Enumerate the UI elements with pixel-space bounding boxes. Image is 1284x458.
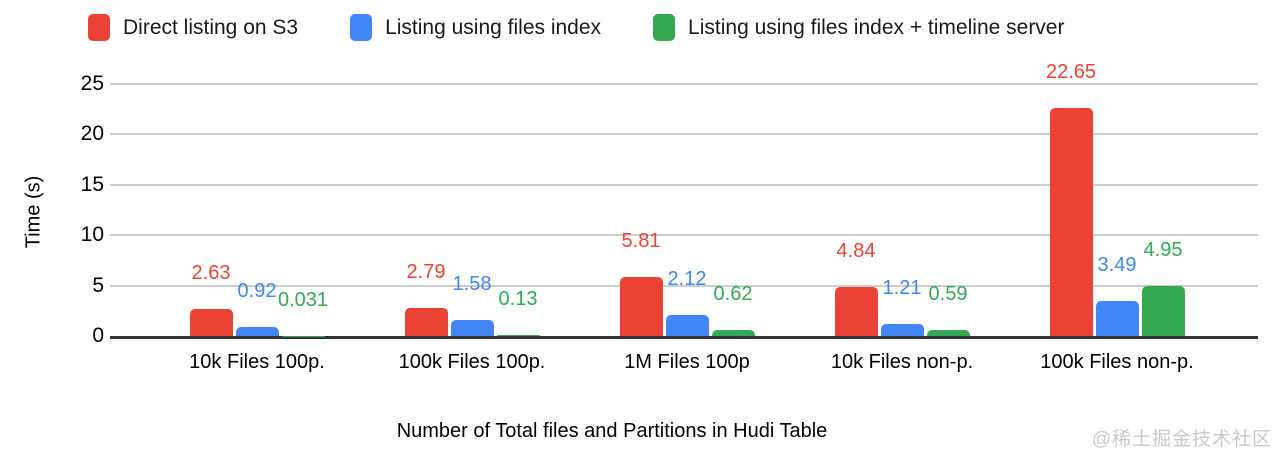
legend-swatch — [88, 14, 110, 41]
bar-value-label: 2.12 — [667, 267, 707, 290]
legend-label: Listing using files index — [385, 15, 602, 39]
bar-value-label: 1.21 — [882, 276, 922, 299]
bar — [496, 334, 540, 336]
bar-value-label: 4.95 — [1143, 239, 1183, 262]
category-label: 1M Files 100p — [624, 351, 750, 373]
bar-value-label: 0.13 — [498, 287, 538, 310]
bar — [450, 320, 494, 336]
x-axis-title: Number of Total files and Partitions in … — [0, 420, 1284, 443]
bar — [189, 309, 233, 336]
y-tick-label: 25 — [80, 72, 104, 95]
bar — [711, 329, 755, 336]
bar — [665, 314, 709, 336]
legend-item: Listing using files index — [350, 14, 601, 41]
bar — [1049, 107, 1093, 336]
y-tick-label: 0 — [92, 324, 104, 347]
bar-value-label: 0.92 — [237, 279, 277, 302]
legend-label: Direct listing on S3 — [123, 15, 299, 39]
bar — [926, 330, 970, 336]
gridline — [110, 83, 1258, 85]
category-label: 100k Files non-p. — [1040, 351, 1194, 373]
legend-swatch — [653, 14, 676, 41]
bar-value-label: 0.59 — [928, 283, 968, 306]
gridline — [110, 183, 1258, 186]
legend-label: Listing using files index + timeline ser… — [688, 15, 1065, 39]
bar-value-label: 5.81 — [621, 230, 661, 253]
bar — [619, 277, 663, 336]
category-label: 10k Files 100p. — [189, 351, 325, 373]
y-tick-label: 10 — [80, 223, 104, 247]
bar-value-label: 22.65 — [1045, 60, 1097, 83]
gridline — [110, 284, 1258, 287]
bar — [404, 307, 448, 336]
gridline — [110, 234, 1258, 237]
bar — [880, 323, 924, 336]
legend-item: Direct listing on S3 — [88, 14, 298, 41]
watermark: @稀土掘金技术社区 — [1091, 429, 1272, 450]
category-label: 10k Files non-p. — [830, 351, 974, 373]
x-axis-baseline — [110, 336, 1258, 339]
bar-value-label: 2.79 — [406, 260, 446, 283]
bar-value-label: 1.58 — [452, 273, 492, 296]
y-tick-label: 15 — [80, 172, 104, 196]
bar — [1141, 286, 1185, 336]
bar-value-label: 4.84 — [836, 240, 876, 263]
category-label: 100k Files 100p. — [398, 351, 546, 373]
bar — [235, 326, 279, 336]
gridline — [110, 133, 1258, 136]
bar — [834, 287, 878, 336]
y-tick-label: 5 — [92, 273, 104, 297]
bar-value-label: 0.62 — [713, 282, 753, 305]
legend-swatch — [350, 14, 373, 41]
bar-value-label: 2.63 — [191, 262, 231, 285]
y-tick-label: 20 — [80, 122, 104, 146]
bar — [1095, 300, 1139, 336]
x-axis-title-text: Number of Total files and Partitions in … — [396, 420, 828, 442]
chart-legend: Direct listing on S3 Listing using files … — [88, 14, 1064, 41]
bar-value-label: 0.031 — [277, 288, 329, 311]
legend-item: Listing using files index + timeline ser… — [653, 14, 1064, 41]
bar-value-label: 3.49 — [1097, 253, 1137, 276]
